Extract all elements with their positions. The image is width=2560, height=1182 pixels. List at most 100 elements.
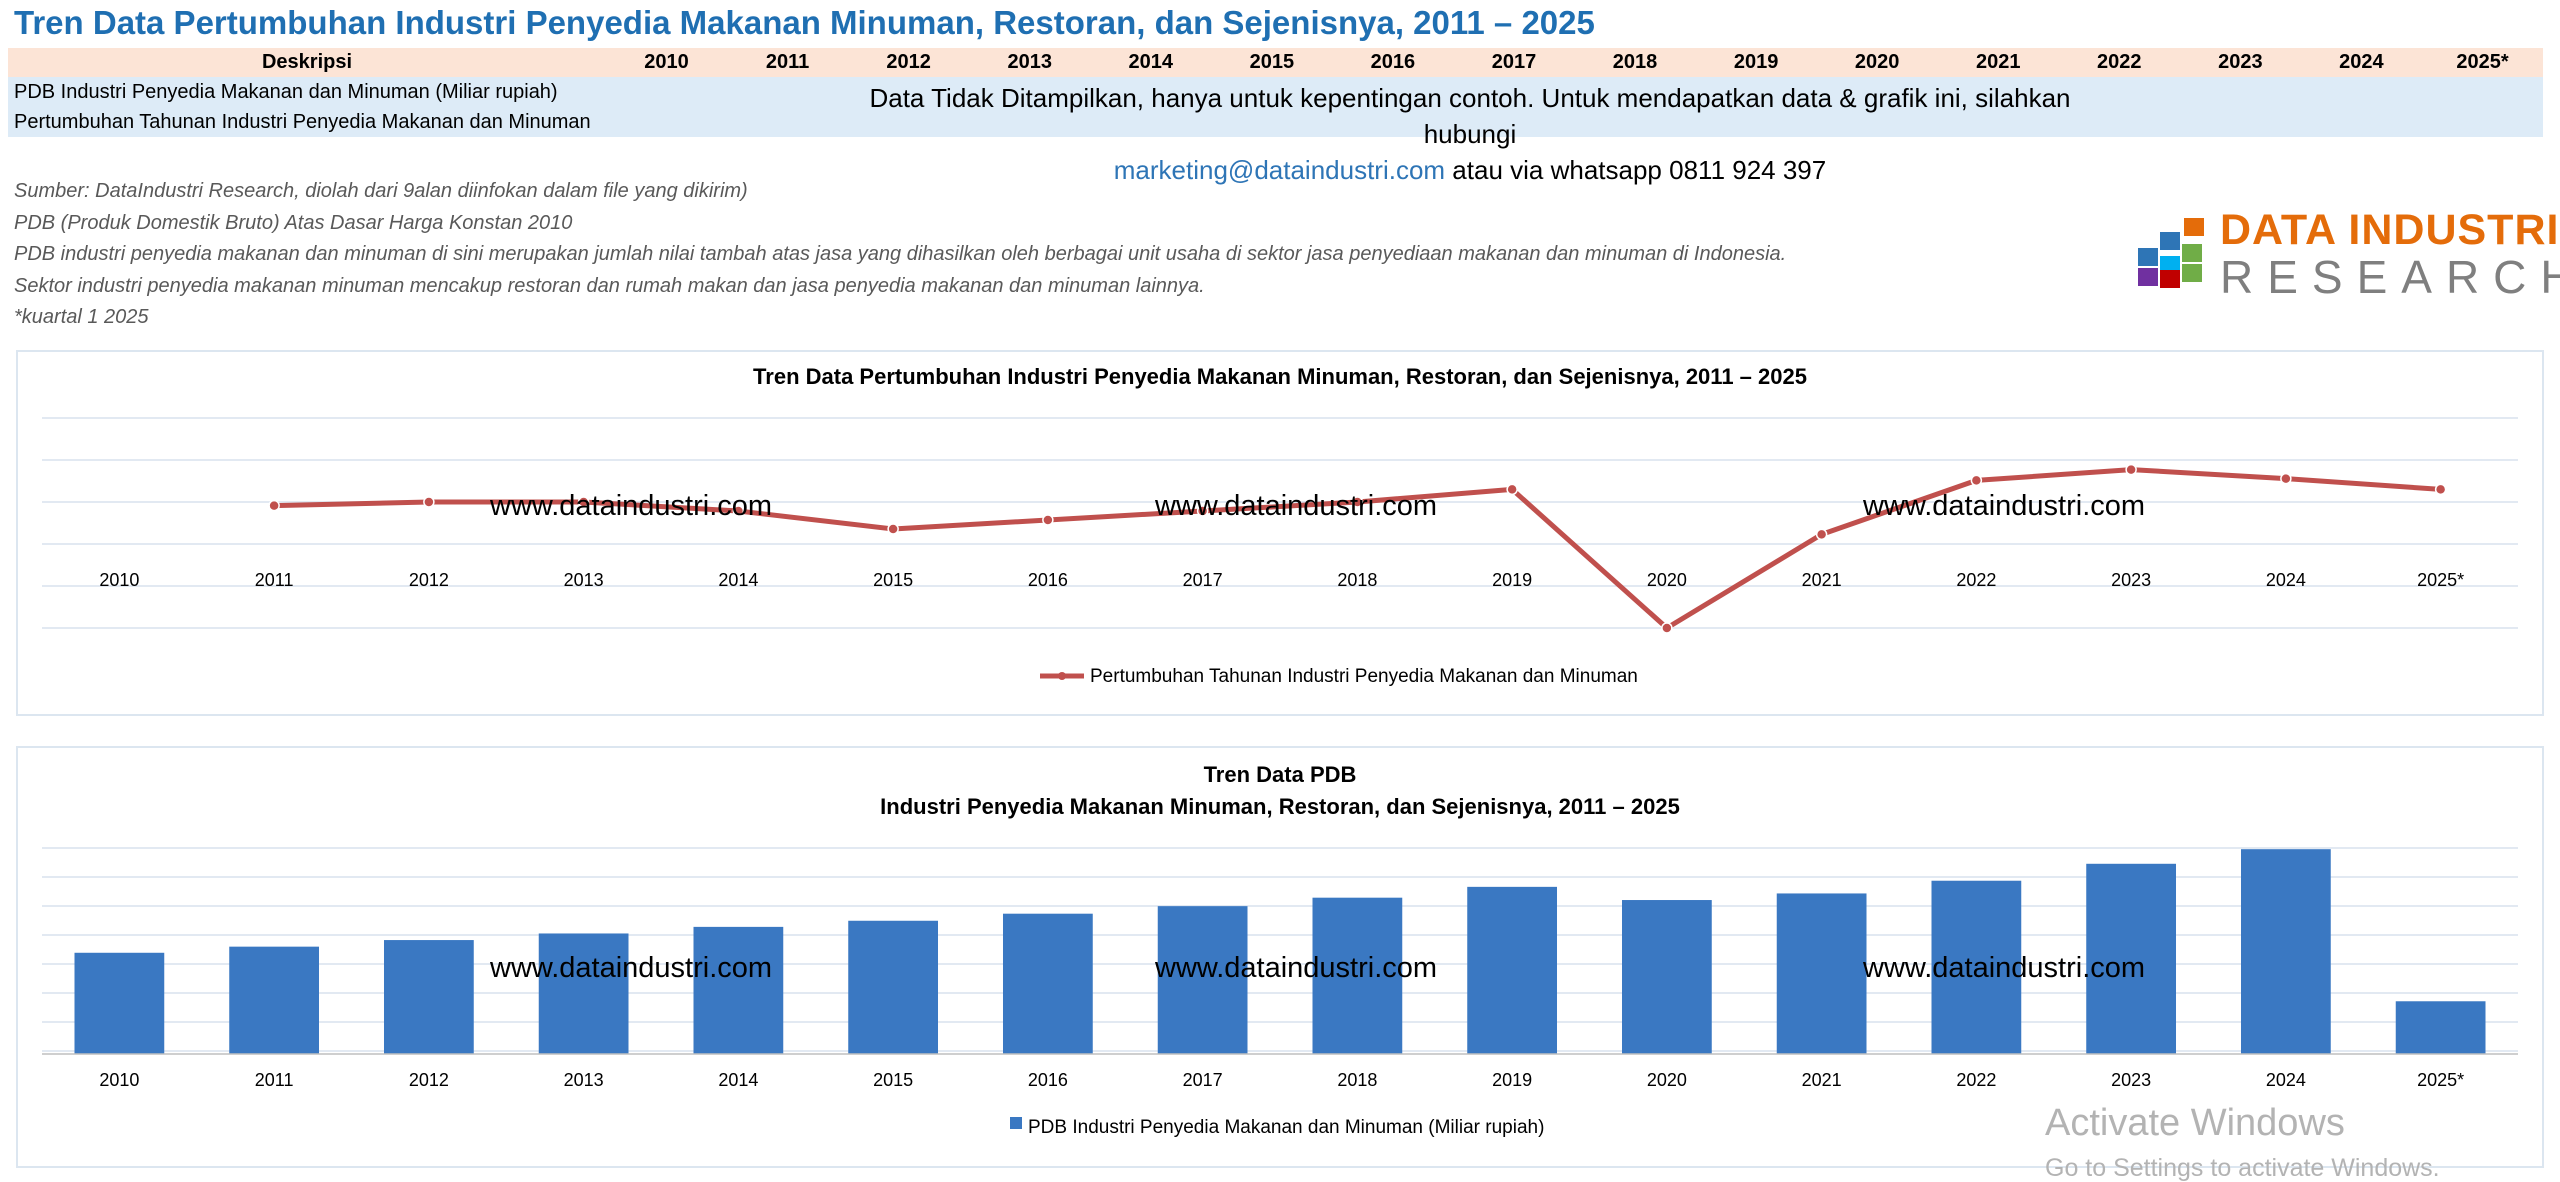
data-point [2125,463,2137,476]
bar [2395,1001,2486,1054]
bar [1002,913,1093,1054]
watermark: www.dataindustri.com [1155,490,1438,522]
x-tick-label: 2011 [255,570,294,590]
table-cell [606,107,728,137]
table-cell [1090,77,1212,107]
x-tick-label: 2014 [718,1070,758,1090]
year-header: 2011 [727,48,849,77]
year-header: 2014 [1090,48,1212,77]
notice-line: Data Tidak Ditampilkan, hanya untuk kepe… [869,83,2071,149]
bar [693,926,784,1054]
logo-square [2160,270,2180,288]
x-tick-label: 2016 [1028,1070,1068,1090]
legend-label: Pertumbuhan Tahunan Industri Penyedia Ma… [1090,666,1638,687]
table-cell [1816,107,1938,137]
email-link[interactable]: marketing@dataindustri.com [1113,155,1446,185]
table-cell [2421,77,2543,107]
x-tick-label: 2017 [1183,570,1223,590]
data-point [2434,483,2447,496]
year-header: 2017 [1453,48,1575,77]
activate-windows-title: Activate Windows [2045,1102,2345,1144]
x-tick-label: 2022 [1956,1070,1996,1090]
notes: Sumber: DataIndustri Research, diolah da… [14,176,1786,334]
x-tick-label: 2012 [409,570,449,590]
table-cell [1211,77,1333,107]
table-row: Pertumbuhan Tahunan Industri Penyedia Ma… [8,107,2543,137]
year-header: 2019 [1695,48,1817,77]
year-header: 2023 [2179,48,2301,77]
watermark: www.dataindustri.com [1863,490,2146,522]
year-header: 2021 [1937,48,2059,77]
watermark: www.dataindustri.com [490,490,773,522]
data-point [577,496,590,508]
x-tick-label: 2024 [2266,1070,2306,1090]
year-header: 2022 [2058,48,2180,77]
table-cell [848,77,970,107]
logo-square [2160,232,2180,250]
logo-square [2138,268,2158,286]
x-tick-label: 2012 [409,1070,449,1090]
bar [229,946,320,1054]
legend-swatch [1010,1117,1022,1129]
pdb-bar-chart: Tren Data PDB Industri Penyedia Makanan M… [16,746,2544,1168]
year-header: 2020 [1816,48,1938,77]
notice-contact: marketing@dataindustri.com atau via what… [820,152,2120,188]
table-cell [606,77,728,107]
logo-text-bottom: RESEARCH [2220,251,2560,303]
note-line: Sektor industri penyedia makanan minuman… [14,274,1205,297]
data-point [2280,472,2292,485]
bar [1621,900,1712,1054]
bar [2240,849,2331,1054]
x-tick-label: 2016 [1028,570,1068,590]
bar [1776,893,1867,1054]
x-tick-label: 2022 [1956,570,1996,590]
x-tick-label: 2013 [564,1070,604,1090]
table-cell [1453,107,1575,137]
table-cell [1332,107,1454,137]
x-tick-label: 2024 [2266,570,2306,590]
data-point [423,496,435,508]
x-tick-label: 2014 [718,570,758,590]
bar [848,920,939,1054]
data-table: Deskripsi 2010 2011 2012 2013 2014 2015 2016 20… [8,48,2543,137]
x-tick-label: 2018 [1337,1070,1377,1090]
x-tick-label: 2021 [1802,1070,1842,1090]
year-header: 2015 [1211,48,1333,77]
pdb-bar-chart-svg: Tren Data PDB Industri Penyedia Makanan M… [42,762,2518,1138]
row-label: Pertumbuhan Tahunan Industri Penyedia Ma… [8,107,606,137]
bar [1467,886,1558,1054]
note-line: PDB (Produk Domestik Bruto) Atas Dasar H… [14,211,573,234]
table-cell [2421,107,2543,137]
table-header-row: Deskripsi 2010 2011 2012 2013 2014 2015 2016 20… [8,48,2543,77]
data-point [1351,496,1364,508]
logo-square [2138,248,2158,266]
table-cell [1937,77,2059,107]
x-tick-label: 2023 [2111,570,2151,590]
growth-line-chart: Tren Data Pertumbuhan Industri Penyedia … [16,350,2544,716]
watermark: www.dataindustri.com [490,952,773,984]
bar [538,933,629,1054]
chart-subtitle: Industri Penyedia Makanan Minuman, Resto… [880,794,1680,819]
table-cell [1090,107,1212,137]
growth-line-chart-svg: Tren Data Pertumbuhan Industri Penyedia … [42,364,2518,687]
watermark: www.dataindustri.com [1155,952,1438,984]
x-tick-label: 2017 [1183,1070,1223,1090]
table-cell [2058,107,2180,137]
data-point [1196,505,1209,517]
data-point [887,523,899,535]
note-line: *kuartal 1 2025 [14,306,149,328]
x-tick-label: 2013 [564,570,604,590]
x-tick-label: 2010 [99,1070,139,1090]
notice-text: Data Tidak Ditampilkan, hanya untuk kepe… [820,80,2120,188]
table-cell [2058,77,2180,107]
table-cell [2179,107,2301,137]
x-tick-label: 2021 [1802,570,1842,590]
x-tick-label: 2023 [2111,1070,2151,1090]
x-tick-label: 2015 [873,1070,913,1090]
table-cell [969,107,1091,137]
table-cell [1574,77,1696,107]
data-point [1815,528,1828,541]
data-point [1661,622,1673,634]
note-line: Sumber: DataIndustri Research, diolah da… [14,180,748,202]
watermark: www.dataindustri.com [1863,952,2146,984]
